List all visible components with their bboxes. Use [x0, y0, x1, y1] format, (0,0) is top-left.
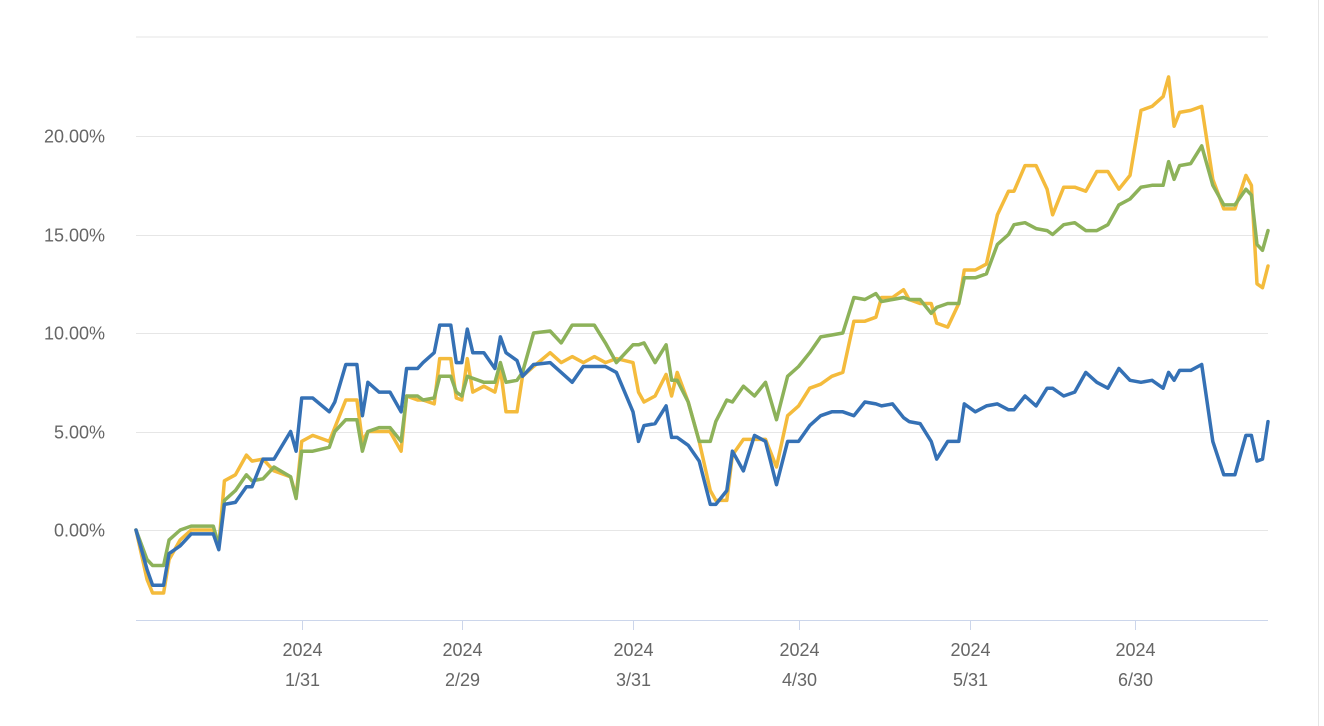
- x-tick-date-label: 4/30: [782, 670, 817, 690]
- x-tick-year-label: 2024: [1115, 640, 1155, 660]
- panel-divider: [1318, 0, 1319, 726]
- x-tick-year-label: 2024: [950, 640, 990, 660]
- y-tick-label: 5.00%: [54, 423, 105, 443]
- series-lines: [134, 75, 1270, 595]
- series-line-1: [134, 75, 1270, 595]
- x-tick-year-label: 2024: [442, 640, 482, 660]
- x-tick-year-label: 2024: [613, 640, 653, 660]
- x-axis: 2024 1/31 2024 2/29 2024 3/31 2024 4/30 2024 5/31…: [282, 620, 1156, 690]
- series-line-3: [134, 323, 1270, 587]
- y-axis-tick-labels: 0.00% 5.00% 10.00% 15.00% 20.00%: [44, 127, 105, 541]
- x-tick-date-label: 1/31: [285, 670, 320, 690]
- x-tick-date-label: 2/29: [445, 670, 480, 690]
- y-tick-label: 10.00%: [44, 324, 105, 344]
- x-tick-year-label: 2024: [779, 640, 819, 660]
- x-tick-date-label: 5/31: [953, 670, 988, 690]
- y-tick-label: 20.00%: [44, 127, 105, 147]
- gridlines: [136, 36, 1268, 531]
- x-tick-year-label: 2024: [282, 640, 322, 660]
- y-tick-label: 15.00%: [44, 226, 105, 246]
- x-tick-date-label: 3/31: [616, 670, 651, 690]
- y-tick-label: 0.00%: [54, 521, 105, 541]
- x-tick-date-label: 6/30: [1118, 670, 1153, 690]
- series-line-2: [134, 144, 1270, 568]
